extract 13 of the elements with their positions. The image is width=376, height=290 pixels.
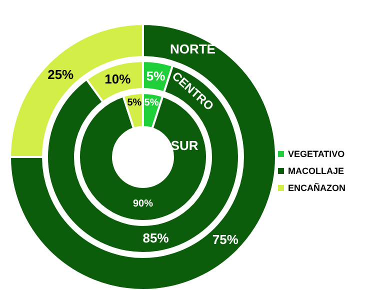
data-label: 5% bbox=[127, 98, 142, 109]
data-label: 85% bbox=[142, 230, 170, 246]
legend-label: MACOLLAJE bbox=[288, 166, 344, 176]
data-label: 5% bbox=[146, 68, 166, 84]
data-label: 90% bbox=[132, 198, 154, 210]
data-label: 75% bbox=[212, 232, 239, 247]
slice-label: SUR bbox=[170, 138, 199, 153]
slice-label: NORTE bbox=[170, 42, 216, 57]
data-label: 5% bbox=[144, 98, 159, 109]
data-label: 25% bbox=[48, 67, 74, 82]
legend-label: ENCAÑAZON bbox=[288, 182, 346, 192]
legend-label: VEGETATIVO bbox=[288, 148, 345, 158]
data-label: 10% bbox=[104, 72, 132, 87]
